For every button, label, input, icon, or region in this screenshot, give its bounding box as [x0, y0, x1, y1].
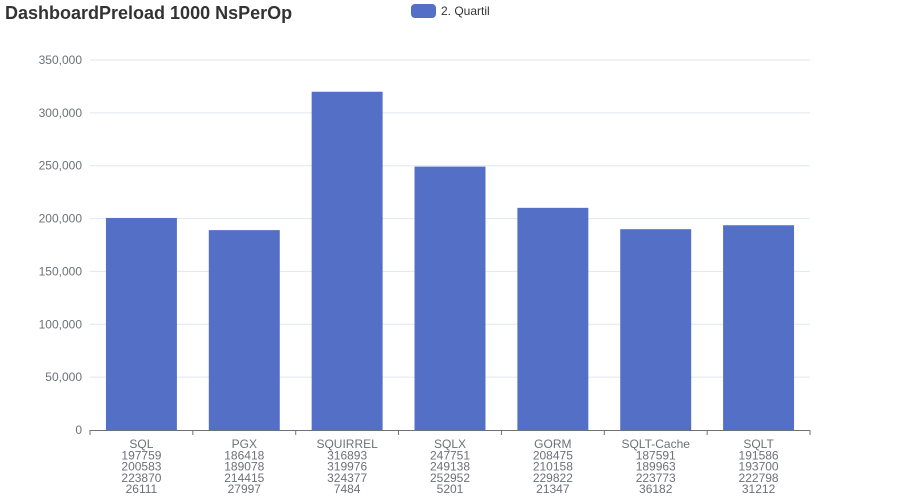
- bar: [311, 91, 383, 430]
- x-category-label-line: 319976: [327, 460, 367, 474]
- x-category-label-line: 223773: [636, 471, 676, 485]
- y-tick-label: 250,000: [39, 159, 83, 173]
- x-category-label-line: 31212: [742, 482, 776, 496]
- x-category-label: PGX 186418 189078 214415 27997: [224, 437, 264, 496]
- x-category-label-line: 223870: [121, 471, 161, 485]
- x-category-label: SQLT 191586 193700 222798 31212: [739, 437, 779, 496]
- x-category-label-line: PGX: [232, 437, 257, 451]
- y-tick-label: 50,000: [45, 370, 82, 384]
- x-category-label-line: 193700: [739, 460, 779, 474]
- legend-label: 2. Quartil: [441, 4, 490, 18]
- x-category-label-line: SQLX: [434, 437, 466, 451]
- x-axis: [89, 430, 811, 435]
- y-tick-label: 0: [75, 423, 82, 437]
- bar: [208, 230, 280, 430]
- y-tick-label: 100,000: [39, 317, 83, 331]
- x-category-label-line: 191586: [739, 448, 779, 462]
- x-category-label-line: 247751: [430, 448, 470, 462]
- x-category-label-line: SQL: [129, 437, 153, 451]
- x-category-label-line: SQUIRREL: [316, 437, 378, 451]
- x-category-label-line: 316893: [327, 448, 367, 462]
- x-category-label-line: 210158: [533, 460, 573, 474]
- x-category-label: GORM 208475 210158 229822 21347: [533, 437, 573, 496]
- y-tick-label: 300,000: [39, 106, 83, 120]
- x-category-label-line: 200583: [121, 460, 161, 474]
- x-category-label-line: 27997: [228, 482, 262, 496]
- bar: [414, 166, 486, 430]
- y-axis-tick-labels: 0 50,000 100,000 150,000 200,000 250,000 300,0…: [39, 53, 83, 437]
- x-category-label-line: 5201: [437, 482, 464, 496]
- x-category-label: SQUIRREL 316893 319976 324377 7484: [316, 437, 378, 496]
- x-category-label-line: 222798: [739, 471, 779, 485]
- bar: [620, 229, 692, 430]
- x-category-label-line: 187591: [636, 448, 676, 462]
- y-tick-label: 200,000: [39, 212, 83, 226]
- legend-swatch: [411, 4, 436, 18]
- x-category-label-line: 189078: [224, 460, 264, 474]
- x-category-label-line: 189963: [636, 460, 676, 474]
- x-category-label-line: 21347: [536, 482, 570, 496]
- bar: [723, 225, 795, 430]
- bar: [517, 207, 589, 430]
- x-category-label: SQL 197759 200583 223870 26111: [121, 437, 161, 496]
- x-category-label-line: 324377: [327, 471, 367, 485]
- x-category-label: SQLX 247751 249138 252952 5201: [430, 437, 470, 496]
- y-tick-label: 350,000: [39, 53, 83, 67]
- x-category-label-line: 186418: [224, 448, 264, 462]
- bar: [105, 217, 177, 430]
- x-category-label-line: 197759: [121, 448, 161, 462]
- x-category-label-line: 249138: [430, 460, 470, 474]
- x-category-label-line: 7484: [334, 482, 361, 496]
- chart-title: DashboardPreload 1000 NsPerOp: [5, 3, 293, 23]
- x-category-label-line: 214415: [224, 471, 264, 485]
- x-category-label-line: 229822: [533, 471, 573, 485]
- legend[interactable]: 2. Quartil: [411, 4, 490, 18]
- x-category-label-line: 208475: [533, 448, 573, 462]
- bars: [105, 91, 795, 430]
- x-category-label-line: 252952: [430, 471, 470, 485]
- x-category-label: SQLT-Cache 187591 189963 223773 36182: [621, 437, 690, 496]
- x-category-label-line: SQLT-Cache: [621, 437, 690, 451]
- x-category-label-line: 26111: [126, 482, 158, 496]
- x-category-label-line: SQLT: [743, 437, 774, 451]
- x-category-label-line: GORM: [534, 437, 571, 451]
- x-axis-category-labels: SQL 197759 200583 223870 26111 PGX 186418 18907…: [121, 437, 779, 496]
- x-category-label-line: 36182: [639, 482, 673, 496]
- y-tick-label: 150,000: [39, 264, 83, 278]
